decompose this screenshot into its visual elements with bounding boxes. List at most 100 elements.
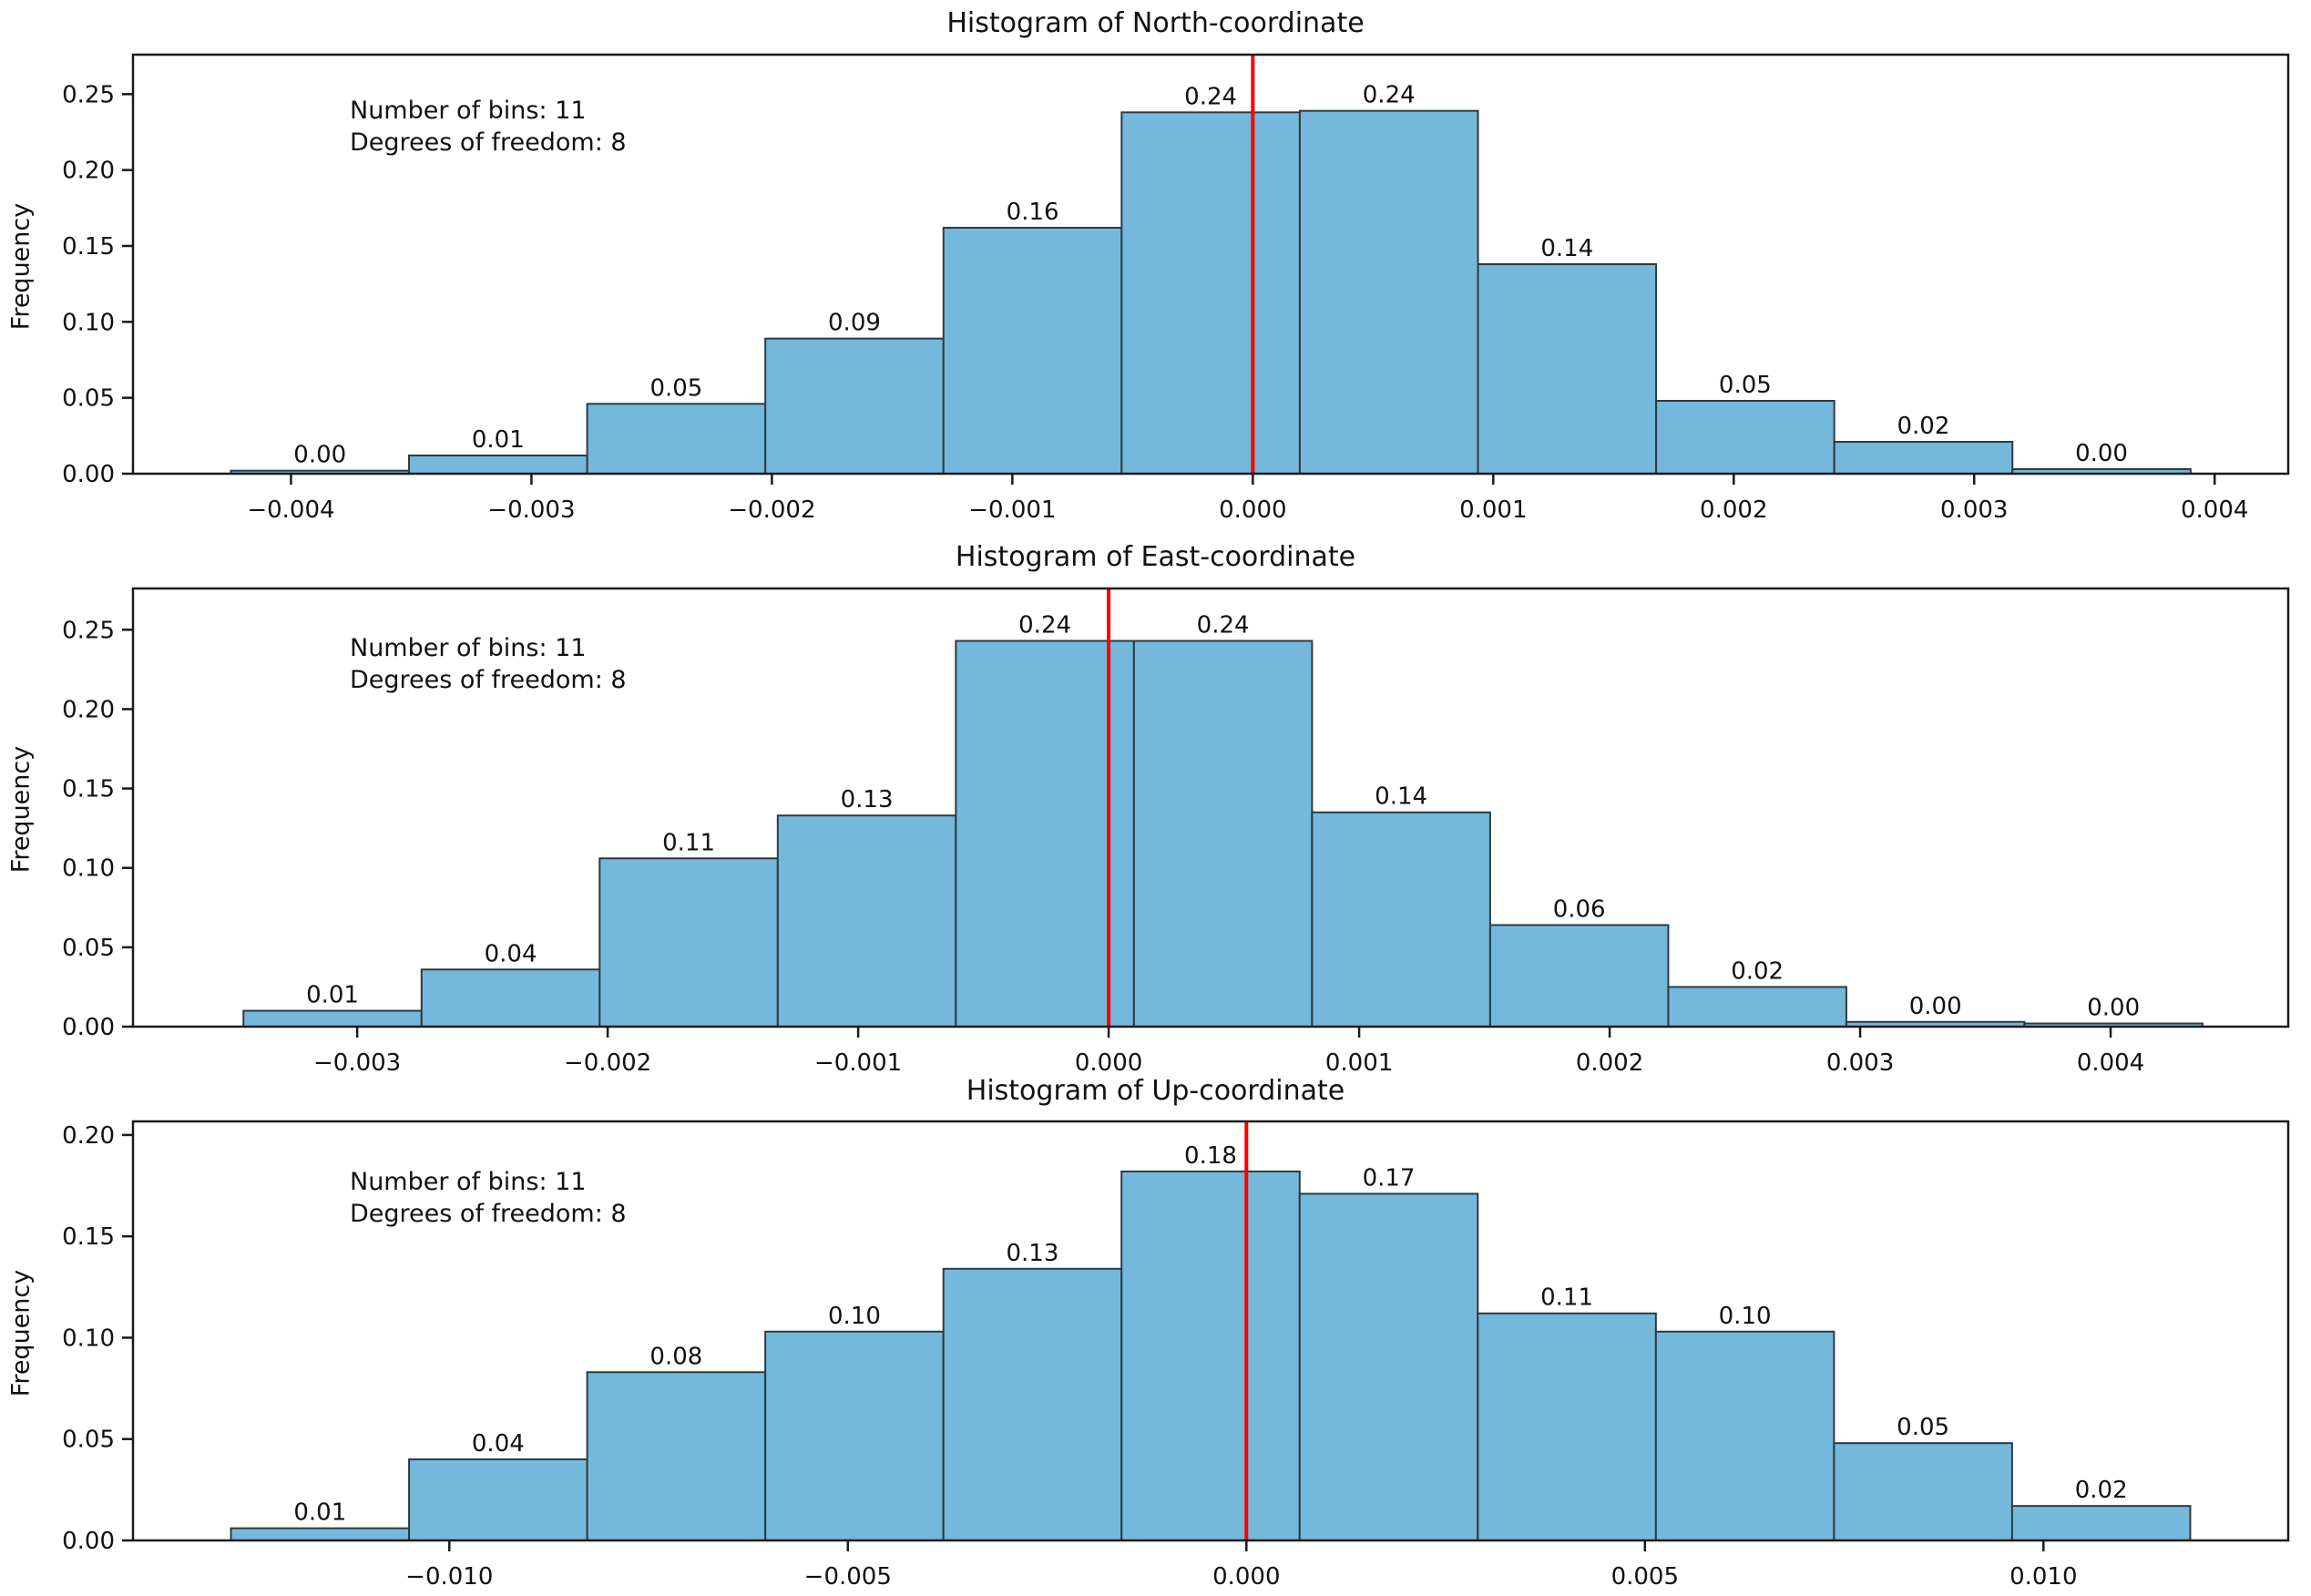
x-tick-label: 0.002 [1576, 1049, 1643, 1077]
y-tick-label: 0.10 [62, 309, 115, 336]
bar-value-label: 0.05 [649, 374, 702, 402]
bar-value-label: 0.14 [1540, 235, 1593, 262]
histogram-bar [1298, 1192, 1479, 1541]
annotation-dof-line: Degrees of freedom: 8 [350, 1200, 627, 1228]
y-axis-label-north: Frequency [6, 202, 36, 331]
axes-frame [131, 587, 2290, 1028]
y-tick-label: 0.05 [62, 385, 115, 413]
x-tick-label: 0.003 [1826, 1049, 1894, 1077]
axes-frame [131, 1120, 2290, 1542]
y-tick-label: 0.10 [62, 855, 115, 883]
bar-value-label: 0.08 [649, 1343, 702, 1370]
bar-value-label: 0.00 [293, 442, 346, 469]
x-tick-label: 0.000 [1075, 1049, 1142, 1077]
x-tick-label: −0.010 [405, 1563, 493, 1591]
histogram-bar [1298, 109, 1479, 476]
bar-value-label: 0.02 [1897, 413, 1950, 440]
x-tick-label: −0.005 [804, 1563, 892, 1591]
bar-value-label: 0.01 [293, 1499, 346, 1527]
x-tick-label: 0.000 [1212, 1563, 1280, 1591]
y-tick-label: 0.20 [62, 158, 115, 185]
histogram-bar [1833, 1442, 2013, 1541]
bar-value-label: 0.16 [1007, 199, 1059, 226]
x-tick-label: 0.004 [2077, 1049, 2144, 1077]
x-tick-label: −0.001 [968, 496, 1056, 524]
y-tick-label: 0.10 [62, 1325, 115, 1352]
bar-value-label: 0.24 [1363, 82, 1416, 109]
y-tick-label: 0.00 [62, 461, 115, 488]
histogram-bar [586, 403, 767, 476]
x-tick-label: 0.000 [1219, 496, 1286, 524]
histogram-bar [1667, 986, 1847, 1028]
annotation-dof-line: Degrees of freedom: 8 [350, 128, 627, 157]
histogram-bar [1477, 1312, 1657, 1541]
y-tick-label: 0.20 [62, 1122, 115, 1150]
annotation-bins-line: Number of bins: 11 [350, 634, 587, 662]
bar-value-label: 0.00 [1909, 993, 1962, 1020]
y-tick-label: 0.05 [62, 935, 115, 962]
y-tick-label: 0.15 [62, 233, 115, 261]
bar-value-label: 0.24 [1197, 612, 1250, 639]
bar-value-label: 0.18 [1184, 1142, 1237, 1170]
bar-value-label: 0.13 [841, 786, 894, 813]
x-tick-label: −0.003 [313, 1049, 401, 1077]
bar-value-label: 0.01 [306, 982, 359, 1009]
y-tick-label: 0.15 [62, 1223, 115, 1251]
y-tick-label: 0.25 [62, 617, 115, 644]
bar-value-label: 0.05 [1719, 372, 1772, 399]
bar-value-label: 0.10 [828, 1303, 881, 1330]
bar-value-label: 0.09 [828, 310, 881, 337]
annotation-north: Number of bins: 11 Degrees of freedom: 8 [350, 95, 627, 159]
bar-value-label: 0.04 [472, 1430, 525, 1458]
chart-title-north: Histogram of North-coordinate [946, 7, 1365, 39]
bar-value-label: 0.02 [2075, 1477, 2128, 1504]
x-tick-label: 0.001 [1459, 496, 1527, 524]
y-axis-label-east: Frequency [6, 745, 36, 874]
bar-value-label: 0.06 [1553, 895, 1606, 923]
bar-value-label: 0.05 [1897, 1414, 1949, 1441]
histogram-bar [598, 857, 779, 1028]
histogram-bar [242, 1009, 423, 1028]
x-tick-label: −0.002 [728, 496, 815, 524]
bar-value-label: 0.24 [1184, 83, 1237, 110]
histogram-bar [230, 1527, 411, 1542]
histogram-bar [1120, 1170, 1301, 1541]
histogram-bar [1488, 924, 1670, 1028]
x-tick-label: 0.001 [1325, 1049, 1393, 1077]
x-tick-label: −0.001 [814, 1049, 902, 1077]
x-tick-label: −0.002 [564, 1049, 651, 1077]
histogram-bar [764, 337, 945, 475]
bar-value-label: 0.11 [662, 829, 715, 856]
x-tick-label: 0.010 [2009, 1563, 2077, 1591]
bar-value-label: 0.04 [485, 940, 537, 967]
bar-value-label: 0.24 [1018, 612, 1071, 639]
bar-value-label: 0.00 [2075, 440, 2128, 467]
y-tick-label: 0.15 [62, 776, 115, 803]
x-tick-label: 0.005 [1611, 1563, 1679, 1591]
histogram-bar [776, 814, 957, 1028]
bar-value-label: 0.02 [1731, 957, 1784, 985]
bar-value-label: 0.01 [472, 426, 525, 454]
y-tick-label: 0.25 [62, 81, 115, 108]
bar-value-label: 0.17 [1363, 1164, 1416, 1192]
histogram-bar [1655, 400, 1836, 475]
histogram-bar [1833, 441, 2014, 475]
x-tick-label: −0.004 [247, 496, 334, 524]
x-tick-label: 0.002 [1700, 496, 1767, 524]
histogram-bar [2010, 1505, 2192, 1541]
histogram-bar [942, 1267, 1123, 1541]
histogram-bar [764, 1330, 945, 1542]
histogram-bar [1477, 263, 1658, 475]
histogram-bar [420, 968, 601, 1028]
histogram-bar [942, 227, 1123, 475]
annotation-up: Number of bins: 11 Degrees of freedom: 8 [350, 1166, 627, 1230]
bar-value-label: 0.14 [1375, 783, 1427, 811]
histogram-bar [408, 455, 588, 475]
bar-value-label: 0.11 [1540, 1284, 1593, 1312]
y-tick-label: 0.00 [62, 1014, 115, 1041]
histogram-bar [1120, 111, 1301, 475]
y-tick-label: 0.00 [62, 1528, 115, 1555]
histogram-bar [1654, 1330, 1836, 1542]
